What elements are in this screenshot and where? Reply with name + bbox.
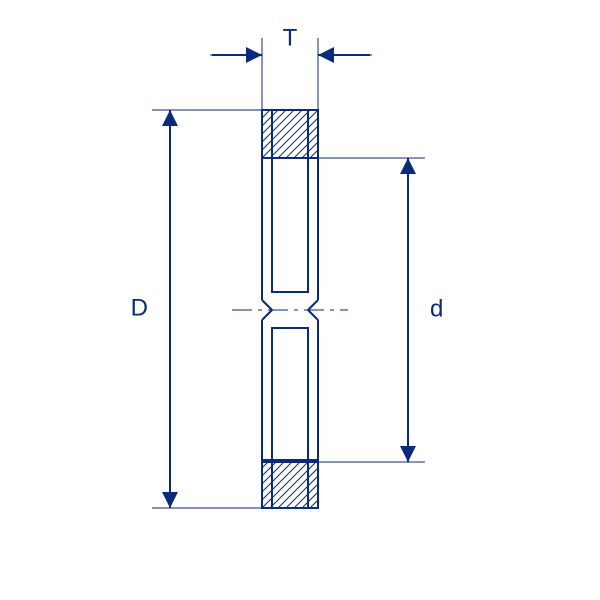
dim-label-d: d [430,295,443,322]
bearing-cross-section-diagram: T Dd [0,0,600,600]
dim-label-D: D [131,294,148,321]
dim-label-T: T [283,24,298,51]
